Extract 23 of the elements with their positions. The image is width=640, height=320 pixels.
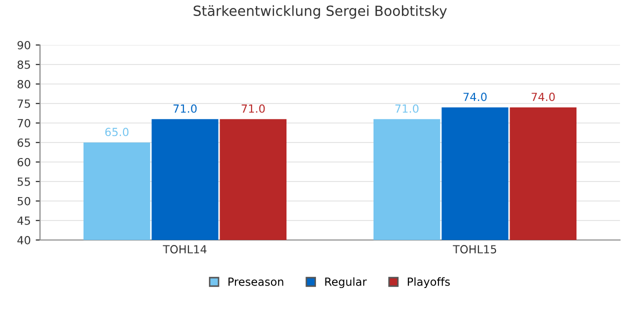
data-label: 65.0 [105, 128, 128, 136]
y-tick-label: 90 [18, 40, 30, 50]
y-tick-label: 65 [18, 138, 30, 147]
y-tick-label: 40 [17, 236, 30, 244]
data-label: 74.0 [532, 92, 555, 102]
y-tick-label: 60 [18, 158, 30, 166]
data-label: 71.0 [395, 104, 418, 113]
y-tick-label: 70 [18, 118, 30, 128]
legend-label: Playoffs [408, 277, 450, 288]
legend-label: Regular [325, 277, 367, 288]
y-tick-label: 55 [18, 178, 30, 186]
y-tick-label: 80 [18, 80, 30, 88]
x-tick-label: TOHL15 [452, 245, 496, 254]
data-label: 71.0 [242, 104, 265, 113]
chart-title: Stärkeentwicklung Sergei Boobtitsky [194, 5, 447, 19]
data-label: 71.0 [174, 104, 197, 113]
y-tick-label: 45 [17, 216, 30, 225]
y-tick-label: 50 [18, 196, 30, 206]
y-tick-label: 85 [18, 60, 30, 69]
data-label: 74.0 [464, 92, 487, 102]
legend-label: Preseason [228, 278, 284, 286]
x-tick-label: TOHL14 [162, 245, 206, 254]
y-tick-label: 75 [18, 100, 30, 108]
